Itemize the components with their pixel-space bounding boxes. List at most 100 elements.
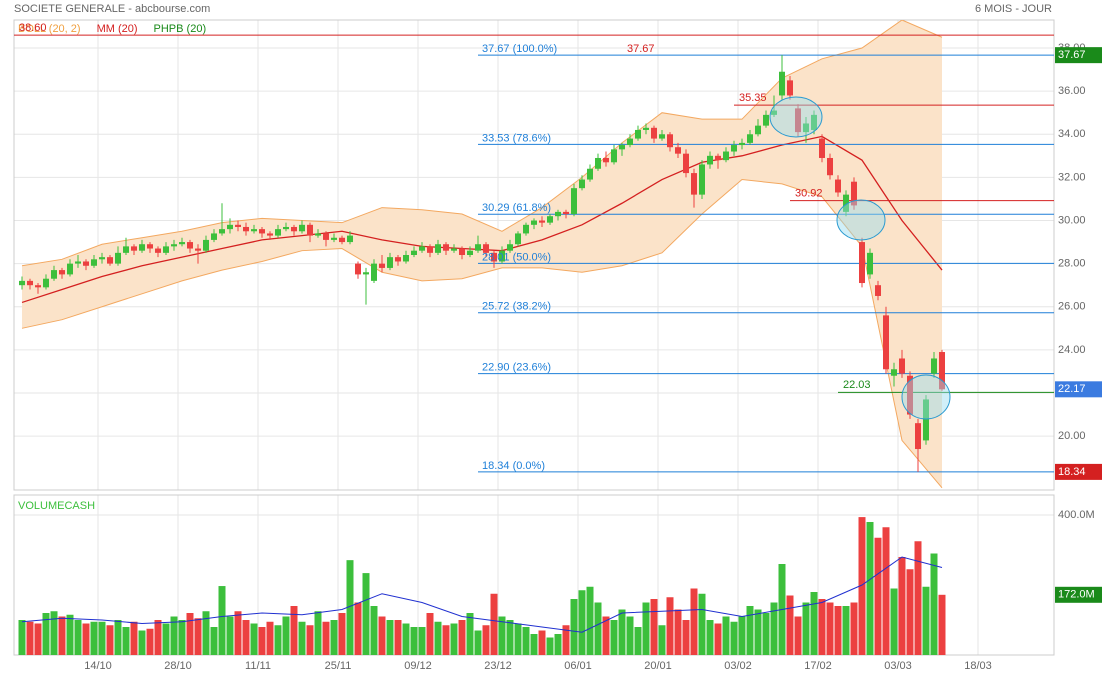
candle-body [51,270,57,279]
volume-bar [890,588,898,655]
volume-bar [266,621,274,655]
volume-bar [722,616,730,655]
candle-body [659,134,665,139]
volume-bar [810,592,818,655]
candle-body [707,155,713,165]
volume-bar [106,625,114,655]
volume-bar [178,620,186,655]
volume-bar [498,616,506,655]
candle-body [267,233,273,236]
volume-bar [18,620,26,655]
volume-bar [698,593,706,655]
volume-bar [874,537,882,655]
fib-label: 22.90 (23.6%) [482,361,551,373]
volume-bar [834,606,842,655]
volume-bar [906,569,914,655]
candle-body [667,134,673,148]
x-tick-label: 23/12 [484,660,512,672]
volume-bar [426,613,434,655]
volume-bar [314,611,322,655]
volume-bar [770,602,778,655]
volume-bar [146,628,154,655]
volume-bar [210,627,218,655]
candle-body [363,272,369,275]
candle-body [203,239,209,251]
candle-body [115,252,121,264]
y-tick-label: 32.00 [1058,171,1086,183]
volume-bar [234,611,242,655]
level-label: 30.92 [795,188,823,200]
candle-body [859,242,865,284]
volume-bar [82,623,90,655]
candle-body [155,248,161,253]
candle-body [931,358,937,374]
price-box-label: 18.34 [1058,466,1086,478]
volume-bar [42,613,50,655]
volume-bar [458,620,466,655]
price-box-label: 22.17 [1058,383,1086,395]
volume-bar [130,621,138,655]
candle-body [131,246,137,251]
x-tick-label: 25/11 [325,660,352,672]
y-tick-label: 20.00 [1058,430,1086,442]
candle-body [339,237,345,243]
candle-body [307,224,313,236]
x-tick-label: 09/12 [404,660,432,672]
candle-body [867,252,873,275]
volume-bar [362,573,370,655]
volume-bar [746,606,754,655]
y-tick-label: 24.00 [1058,344,1086,356]
volume-bar [938,594,946,655]
fib-label: 28.01 (50.0%) [482,251,551,263]
volume-bar [562,625,570,655]
candle-body [171,244,177,247]
candle-body [211,233,217,240]
candle-body [59,270,65,275]
candle-body [275,229,281,236]
candle-body [371,263,377,281]
legend-entry: BOLL (20, 2) [18,23,81,35]
volume-bar [914,541,922,655]
volume-bar [74,620,82,655]
candle-body [603,157,609,163]
x-tick-label: 28/10 [164,660,192,672]
bollinger-line [21,20,943,267]
candle-body [523,224,529,234]
period: 6 MOIS - JOUR [975,3,1052,15]
volume-bar [434,621,442,655]
volume-bar [754,609,762,655]
candle-body [235,224,241,227]
candle-body [723,151,729,161]
volume-bar [794,616,802,655]
candle-body [107,257,113,264]
candle-body [771,110,777,115]
candle-body [163,246,169,253]
x-tick-label: 17/02 [804,660,832,672]
candle-body [555,211,561,217]
x-tick-label: 03/03 [884,660,912,672]
volume-bar [450,623,458,655]
price-box [1055,47,1102,64]
volume-bar [298,621,306,655]
volume-bar [354,602,362,655]
candle-body [403,255,409,262]
candle-body [299,224,305,232]
candle-body [435,244,441,253]
candle-body [739,142,745,146]
candle-body [491,252,497,262]
level-label: 22.03 [843,379,871,391]
volume-bar [930,553,938,655]
volume-bar [882,527,890,655]
volume-bar [618,609,626,655]
volume-bar [258,627,266,655]
candle-body [315,233,321,236]
volume-bar [194,618,202,655]
candle-body [787,80,793,96]
volume-bar [242,620,250,655]
candle-body [387,257,393,268]
candle-body [755,125,761,135]
candle-body [467,250,473,255]
candle-body [587,168,593,180]
volume-bar [818,599,826,655]
volume-bar [538,630,546,655]
